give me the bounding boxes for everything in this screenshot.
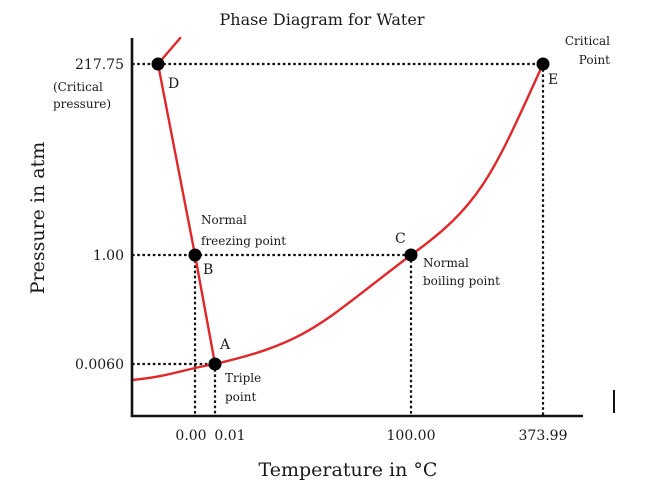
point-b: [188, 248, 202, 262]
solid-liquid-curve: [156, 36, 217, 366]
point-label-c: C: [395, 231, 406, 247]
x-axis-title: Temperature in °C: [259, 459, 438, 481]
x-tick-label-1: 0.01: [214, 428, 245, 444]
annotation-c-1: boiling point: [423, 274, 500, 288]
point-d: [151, 57, 165, 71]
point-labels: D B A C E Normal freezing point Triple point Norm…: [168, 34, 610, 404]
point-e: [536, 57, 550, 71]
annotation-b-0: Normal: [201, 213, 247, 227]
point-label-e: E: [548, 72, 558, 88]
x-tick-label-2: 100.00: [387, 428, 436, 444]
vapor-pressure-curve: [130, 62, 545, 382]
point-label-a: A: [219, 337, 231, 353]
y-tick-note-1: pressure): [53, 97, 111, 111]
annotation-c-0: Normal: [423, 256, 469, 270]
y-axis-title: Pressure in atm: [27, 142, 49, 295]
phase-curves: [130, 36, 545, 382]
point-label-d: D: [168, 76, 179, 92]
y-tick-label-1: 1.00: [93, 248, 124, 264]
point-a: [208, 357, 222, 371]
x-tick-label-3: 373.99: [519, 428, 568, 444]
annotation-e-0: Critical: [565, 34, 610, 48]
guide-lines: [132, 62, 545, 416]
x-tick-label-0: 0.00: [175, 428, 206, 444]
annotation-a-1: point: [225, 390, 256, 404]
annotation-b-1: freezing point: [201, 234, 286, 248]
y-tick-label-2: 0.0060: [75, 357, 124, 373]
y-tick-label-0: 217.75: [75, 57, 124, 73]
point-c: [404, 248, 418, 262]
annotation-a-0: Triple: [225, 371, 261, 385]
x-tick-labels: 0.00 0.01 100.00 373.99: [175, 428, 567, 444]
point-label-b: B: [203, 262, 213, 278]
axes: [130, 38, 583, 418]
chart-title: Phase Diagram for Water: [220, 10, 425, 29]
y-tick-labels: 217.75 1.00 0.0060 (Critical pressure): [53, 57, 124, 373]
data-points: [151, 57, 550, 371]
annotation-e-1: Point: [579, 53, 610, 67]
y-tick-note-0: (Critical: [53, 80, 103, 94]
